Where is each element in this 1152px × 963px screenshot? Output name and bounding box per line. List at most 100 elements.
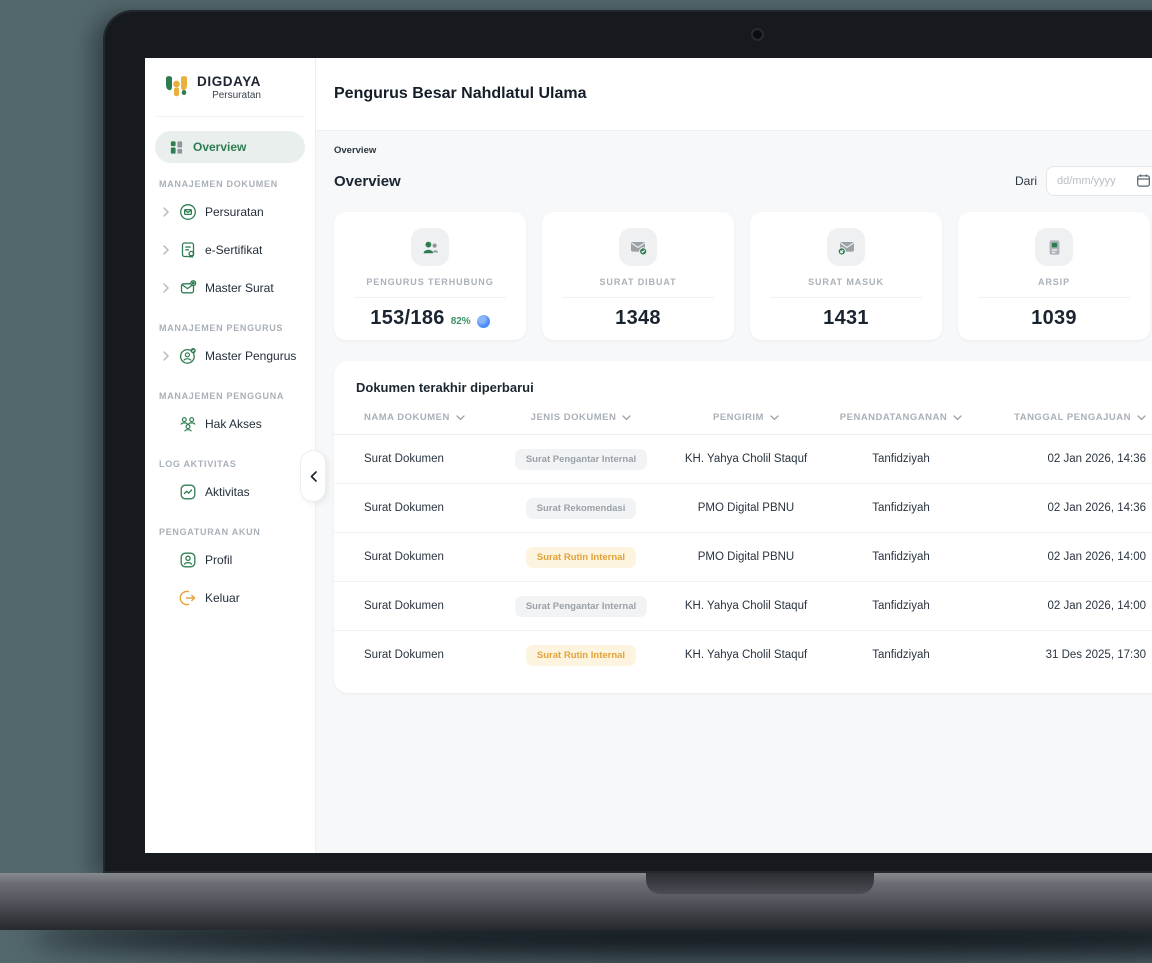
chevron-down-icon — [1137, 414, 1146, 420]
sidebar-item-label: Keluar — [205, 591, 240, 605]
sidebar-section-manajemen-dokumen: MANAJEMEN DOKUMEN — [159, 179, 278, 189]
column-header-pengirim[interactable]: PENGIRIM — [656, 412, 836, 423]
stat-card-pengurus-terhubung: PENGURUS TERHUBUNG 153/186 82% — [334, 212, 526, 340]
table-row[interactable]: Surat Dokumen Surat Rutin Internal KH. Y… — [334, 631, 1152, 679]
column-label: TANGGAL PENGAJUAN — [1014, 412, 1131, 423]
sidebar-item-label: Hak Akses — [205, 417, 262, 431]
table-row[interactable]: Surat Dokumen Surat Pengantar Internal K… — [334, 582, 1152, 631]
cell-nama: Surat Dokumen — [364, 649, 444, 661]
jenis-badge: Surat Rekomendasi — [525, 497, 637, 519]
cell-penandatanganan: Tanfidziyah — [872, 502, 930, 514]
stat-card-surat-dibuat: SURAT DIBUAT 1348 — [542, 212, 734, 340]
content: Overview Overview Dari — [316, 131, 1152, 853]
column-header-jenis-dokumen[interactable]: JENIS DOKUMEN — [506, 412, 656, 423]
calendar-icon[interactable] — [1136, 173, 1151, 188]
surat-masuk-mail-in-icon — [827, 228, 865, 266]
sidebar-item-label: e-Sertifikat — [205, 243, 263, 257]
cell-pengirim: PMO Digital PBNU — [697, 551, 795, 563]
chevron-right-icon — [161, 245, 171, 255]
column-label: NAMA DOKUMEN — [364, 412, 450, 423]
sidebar-nav: Overview MANAJEMEN DOKUMEN Persuratan — [145, 117, 315, 617]
recent-documents-card: Dokumen terakhir diperbarui NAMA DOKUMEN… — [334, 361, 1152, 693]
stat-value: 1039 — [1031, 307, 1077, 329]
chevron-down-icon — [770, 414, 779, 420]
cell-pengirim: PMO Digital PBNU — [697, 502, 795, 514]
chevron-left-icon — [310, 470, 317, 482]
webcam-icon — [751, 28, 764, 41]
stat-label: SURAT DIBUAT — [599, 277, 677, 287]
brand-name: DIGDAYA — [197, 74, 261, 89]
cell-nama: Surat Dokumen — [364, 453, 444, 465]
sidebar-item-e-sertifikat[interactable]: e-Sertifikat — [145, 231, 315, 269]
column-label: PENGIRIM — [713, 412, 764, 423]
sidebar-item-overview[interactable]: Overview — [155, 131, 305, 163]
card-divider — [562, 297, 714, 298]
cell-nama: Surat Dokumen — [364, 600, 444, 612]
cell-tanggal: 02 Jan 2026, 14:00 — [1047, 551, 1146, 563]
hak-akses-icon — [179, 415, 197, 433]
cell-pengirim: KH. Yahya Cholil Staquf — [684, 600, 808, 612]
sidebar-item-keluar[interactable]: Keluar — [145, 579, 315, 617]
stat-value: 153/186 — [370, 307, 445, 329]
stat-value: 1431 — [823, 307, 869, 329]
info-dot-icon[interactable] — [476, 314, 490, 328]
sidebar-section-manajemen-pengguna: MANAJEMEN PENGGUNA — [159, 391, 285, 401]
cell-penandatanganan: Tanfidziyah — [872, 600, 930, 612]
breadcrumb[interactable]: Overview — [334, 145, 377, 156]
chevron-down-icon — [622, 414, 631, 420]
column-header-nama-dokumen[interactable]: NAMA DOKUMEN — [364, 412, 506, 423]
sidebar-item-master-pengurus[interactable]: Master Pengurus — [145, 337, 315, 375]
chevron-right-icon — [161, 283, 171, 293]
column-label: PENANDATANGANAN — [839, 412, 948, 423]
sidebar-item-persuratan[interactable]: Persuratan — [145, 193, 315, 231]
laptop-base-notch — [646, 873, 874, 894]
cell-tanggal: 02 Jan 2026, 14:36 — [1047, 502, 1146, 514]
e-sertifikat-icon — [179, 241, 197, 259]
card-divider — [978, 297, 1130, 298]
sidebar-item-label: Profil — [205, 553, 233, 567]
table-row[interactable]: Surat Dokumen Surat Pengantar Internal K… — [334, 435, 1152, 484]
persuratan-icon — [179, 203, 197, 221]
stat-value: 1348 — [615, 307, 661, 329]
sidebar-item-label: Master Pengurus — [205, 349, 297, 363]
date-filter: Dari — [1015, 166, 1152, 196]
chevron-down-icon — [953, 414, 962, 420]
cell-pengirim: KH. Yahya Cholil Staquf — [684, 649, 808, 661]
column-header-tanggal-pengajuan[interactable]: TANGGAL PENGAJUAN — [966, 412, 1146, 423]
digdaya-logo-icon — [163, 74, 190, 104]
sidebar-item-aktivitas[interactable]: Aktivitas — [145, 473, 315, 511]
table-row[interactable]: Surat Dokumen Surat Rekomendasi PMO Digi… — [334, 484, 1152, 533]
brand-subtitle: Persuratan — [212, 90, 261, 101]
sidebar-item-label: Persuratan — [205, 205, 264, 219]
stat-cards: PENGURUS TERHUBUNG 153/186 82% — [334, 212, 1152, 340]
topbar: Pengurus Besar Nahdlatul Ulama — [316, 58, 1152, 131]
stat-card-arsip: ARSIP 1039 — [958, 212, 1150, 340]
sidebar-item-label: Overview — [193, 140, 247, 154]
cell-tanggal: 02 Jan 2026, 14:36 — [1047, 453, 1146, 465]
profil-icon — [179, 551, 197, 569]
master-pengurus-icon — [179, 347, 197, 365]
sidebar-item-profil[interactable]: Profil — [145, 541, 315, 579]
sidebar: DIGDAYA Persuratan Overview MANAJEMEN DO… — [145, 58, 326, 853]
sidebar-item-label: Aktivitas — [205, 485, 250, 499]
cell-penandatanganan: Tanfidziyah — [872, 551, 930, 563]
cell-tanggal: 02 Jan 2026, 14:00 — [1047, 600, 1146, 612]
card-divider — [354, 297, 506, 298]
page-title: Overview — [334, 172, 401, 190]
chevron-right-icon — [161, 351, 171, 361]
sidebar-item-hak-akses[interactable]: Hak Akses — [145, 405, 315, 443]
jenis-badge: Surat Pengantar Internal — [514, 448, 648, 470]
date-from-input[interactable] — [1046, 166, 1152, 196]
column-header-penandatanganan[interactable]: PENANDATANGANAN — [836, 412, 966, 423]
cell-penandatanganan: Tanfidziyah — [872, 453, 930, 465]
sidebar-item-master-surat[interactable]: Master Surat — [145, 269, 315, 307]
sidebar-collapse-button[interactable] — [300, 450, 326, 502]
table-title: Dokumen terakhir diperbarui — [356, 380, 534, 395]
jenis-badge: Surat Pengantar Internal — [514, 595, 648, 617]
jenis-badge: Surat Rutin Internal — [525, 644, 637, 666]
table-row[interactable]: Surat Dokumen Surat Rutin Internal PMO D… — [334, 533, 1152, 582]
stat-label: ARSIP — [1037, 277, 1070, 287]
table-header-row: NAMA DOKUMEN JENIS DOKUMEN PENGIRIM PENA… — [334, 412, 1152, 435]
date-filter-label: Dari — [1014, 174, 1037, 188]
overview-grid-icon — [169, 140, 184, 155]
